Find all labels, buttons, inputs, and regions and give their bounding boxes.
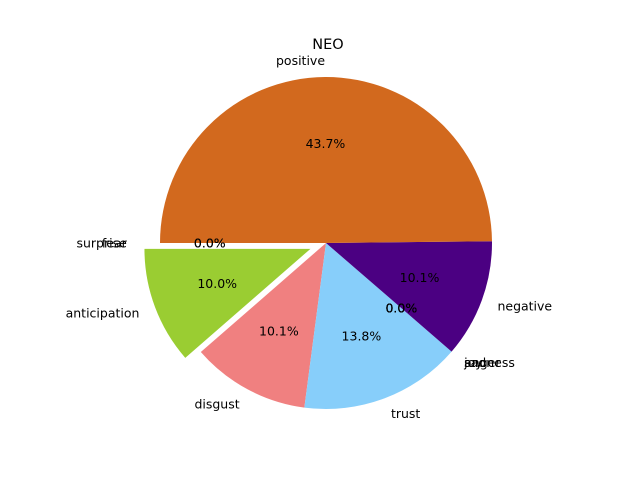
slice-percent-negative: 10.1% (400, 270, 440, 285)
pie-slices (144, 77, 492, 409)
pie-slice-disgust (200, 243, 326, 408)
pie-labels: fear 0.0% anticipation 10.0% disgust 10.1% tru… (66, 53, 553, 421)
slice-percent-fear: 0.0% (194, 236, 226, 251)
slice-label-sadness: sadness (464, 355, 515, 370)
slice-label-surprise: surprise (76, 236, 127, 251)
pie-slice-positive (160, 77, 492, 243)
slice-percent-anger: 0.0% (385, 301, 417, 316)
slice-label-joy: joy (463, 355, 483, 370)
slice-percent-disgust: 10.1% (259, 323, 299, 338)
slice-percent-joy: 0.0% (385, 301, 417, 316)
slice-label-anger: anger (464, 355, 501, 370)
pie-slice-trust (304, 243, 452, 409)
slice-label-anticipation: anticipation (66, 305, 140, 320)
slice-percent-sadness: 0.0% (385, 301, 417, 316)
slice-percent-trust: 13.8% (342, 329, 382, 344)
chart-title: NEO (312, 37, 343, 53)
pie-slice-anticipation (144, 248, 311, 358)
pie-slice-negative (326, 241, 492, 352)
slice-label-trust: trust (391, 406, 420, 421)
slice-label-positive: positive (276, 53, 325, 68)
slice-percent-anticipation: 10.0% (197, 276, 237, 291)
slice-label-disgust: disgust (194, 396, 239, 411)
slice-percent-surprise: 0.0% (194, 236, 226, 251)
slice-percent-positive: 43.7% (306, 136, 346, 151)
slice-label-fear: fear (102, 236, 128, 251)
slice-label-negative: negative (497, 298, 552, 313)
